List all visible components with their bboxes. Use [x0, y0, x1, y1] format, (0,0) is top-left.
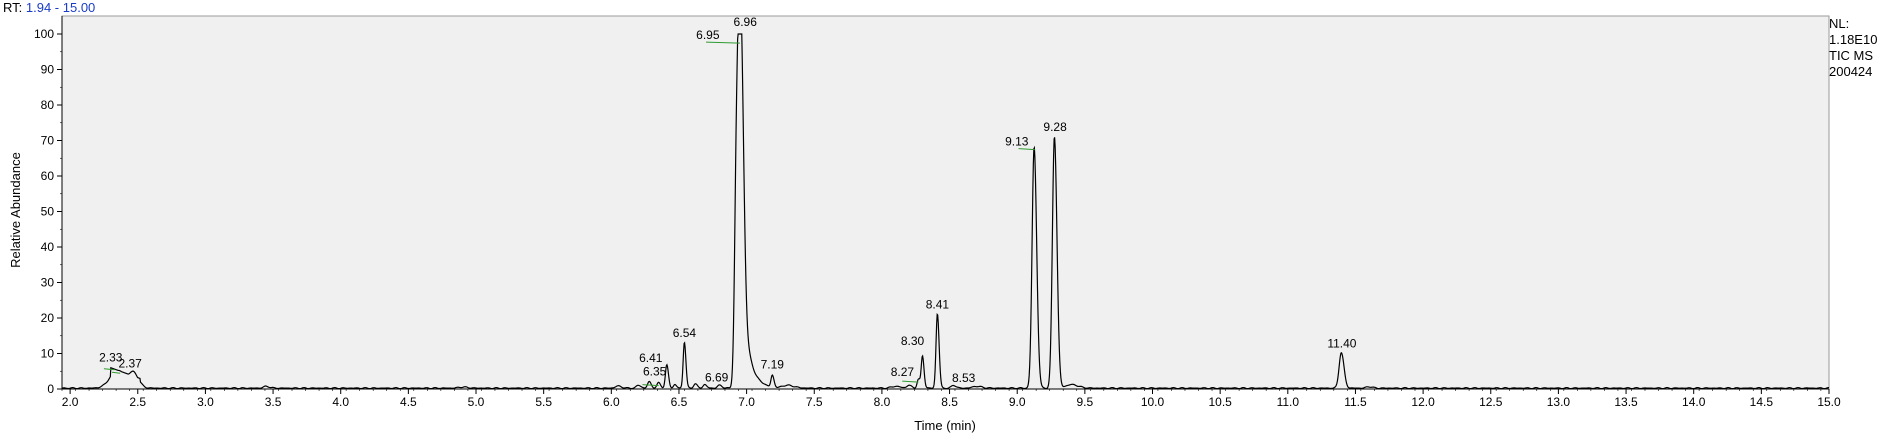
x-tick-label: 13.0: [1547, 395, 1571, 409]
x-tick-label: 9.5: [1077, 395, 1094, 409]
peak-label: 8.53: [952, 371, 976, 385]
peak-baseline-marker: [706, 41, 740, 44]
x-tick-label: 5.5: [535, 395, 552, 409]
peak-label: 2.37: [118, 356, 142, 370]
x-tick-label: 13.5: [1614, 395, 1638, 409]
scan-filter: TIC MS: [1829, 48, 1874, 63]
x-axis-label: Time (min): [914, 418, 976, 433]
y-tick-label: 60: [41, 169, 55, 183]
peak-baseline-marker: [103, 368, 115, 371]
peak-label: 9.13: [1005, 135, 1029, 149]
x-tick-label: 11.5: [1344, 395, 1367, 409]
trace-info-panel: NL: 1.18E10 TIC MS 200424: [1829, 16, 1877, 80]
peak-label: 6.41: [639, 351, 663, 365]
peak-label: 11.40: [1327, 337, 1356, 351]
x-tick-label: 10.0: [1141, 395, 1165, 409]
x-tick-label: 10.5: [1208, 395, 1232, 409]
y-tick-label: 100: [34, 27, 54, 41]
tic-trace: [61, 33, 1830, 390]
y-tick-label: 80: [41, 98, 55, 112]
nl-value: 1.18E10: [1829, 32, 1878, 47]
rt-range-label: RT: 1.94 - 15.00: [3, 0, 95, 15]
rt-prefix: RT:: [3, 0, 23, 15]
x-tick-label: 2.0: [62, 395, 79, 409]
peak-label: 9.28: [1043, 120, 1067, 134]
peak-label: 8.27: [891, 365, 915, 379]
y-tick-label: 40: [41, 240, 55, 254]
x-tick-label: 7.5: [806, 395, 823, 409]
x-tick-label: 8.0: [874, 395, 891, 409]
y-tick-label: 90: [41, 63, 55, 77]
file-name: 200424: [1829, 64, 1873, 79]
peak-label: 7.19: [761, 358, 785, 372]
x-tick-label: 14.0: [1682, 395, 1706, 409]
peak-baseline-marker: [1018, 148, 1035, 151]
peak-baseline-marker: [902, 380, 919, 383]
y-tick-label: 0: [47, 382, 54, 396]
peak-label: 6.95: [696, 28, 720, 42]
rt-range-value: 1.94 - 15.00: [25, 0, 96, 15]
peak-label: 8.41: [926, 297, 950, 311]
x-tick-label: 11.0: [1277, 395, 1300, 409]
peak-label: 2.33: [99, 351, 123, 365]
x-tick-label: 5.0: [468, 395, 485, 409]
x-tick-label: 4.0: [332, 395, 349, 409]
peak-baseline-marker: [642, 384, 659, 387]
x-tick-label: 3.0: [197, 395, 214, 409]
x-tick-label: 14.5: [1750, 395, 1774, 409]
x-tick-label: 12.0: [1411, 395, 1435, 409]
peak-label: 6.54: [673, 326, 697, 340]
peak-baseline-marker: [111, 371, 121, 374]
peak-label: 8.30: [901, 334, 925, 348]
plot-area: [61, 15, 1830, 390]
x-tick-label: 6.5: [671, 395, 688, 409]
x-tick-label: 12.5: [1479, 395, 1503, 409]
y-tick-label: 10: [41, 347, 55, 361]
y-tick-label: 70: [41, 134, 55, 148]
x-tick-label: 15.0: [1817, 395, 1841, 409]
x-tick-label: 2.5: [129, 395, 146, 409]
y-tick-label: 50: [41, 205, 55, 219]
nl-label: NL:: [1829, 16, 1850, 31]
peak-label: 6.69: [705, 370, 729, 384]
peak-labels: 2.332.37 6.356.41 6.54 6.69 6.95 6.96 7.19 8.27…: [99, 15, 1357, 387]
x-tick-label: 7.0: [738, 395, 755, 409]
x-tick-label: 3.5: [265, 395, 282, 409]
y-axis-label: Relative Abundance: [8, 152, 23, 268]
x-tick-label: 4.5: [400, 395, 417, 409]
y-tick-label: 20: [41, 311, 55, 325]
x-tick-label: 6.0: [603, 395, 620, 409]
x-tick-label: 9.0: [1009, 395, 1026, 409]
peak-label: 6.35: [643, 365, 667, 379]
y-tick-label: 30: [41, 276, 55, 290]
axes: 2.0 2.5 3.0 3.5 4.0 4.5 5.0 5.5 6.0 6.5 7.0 7.5 8.0 8…: [34, 16, 1841, 409]
peak-label: 6.96: [734, 15, 758, 29]
trace-group: [61, 33, 1830, 390]
x-tick-label: 8.5: [941, 395, 958, 409]
